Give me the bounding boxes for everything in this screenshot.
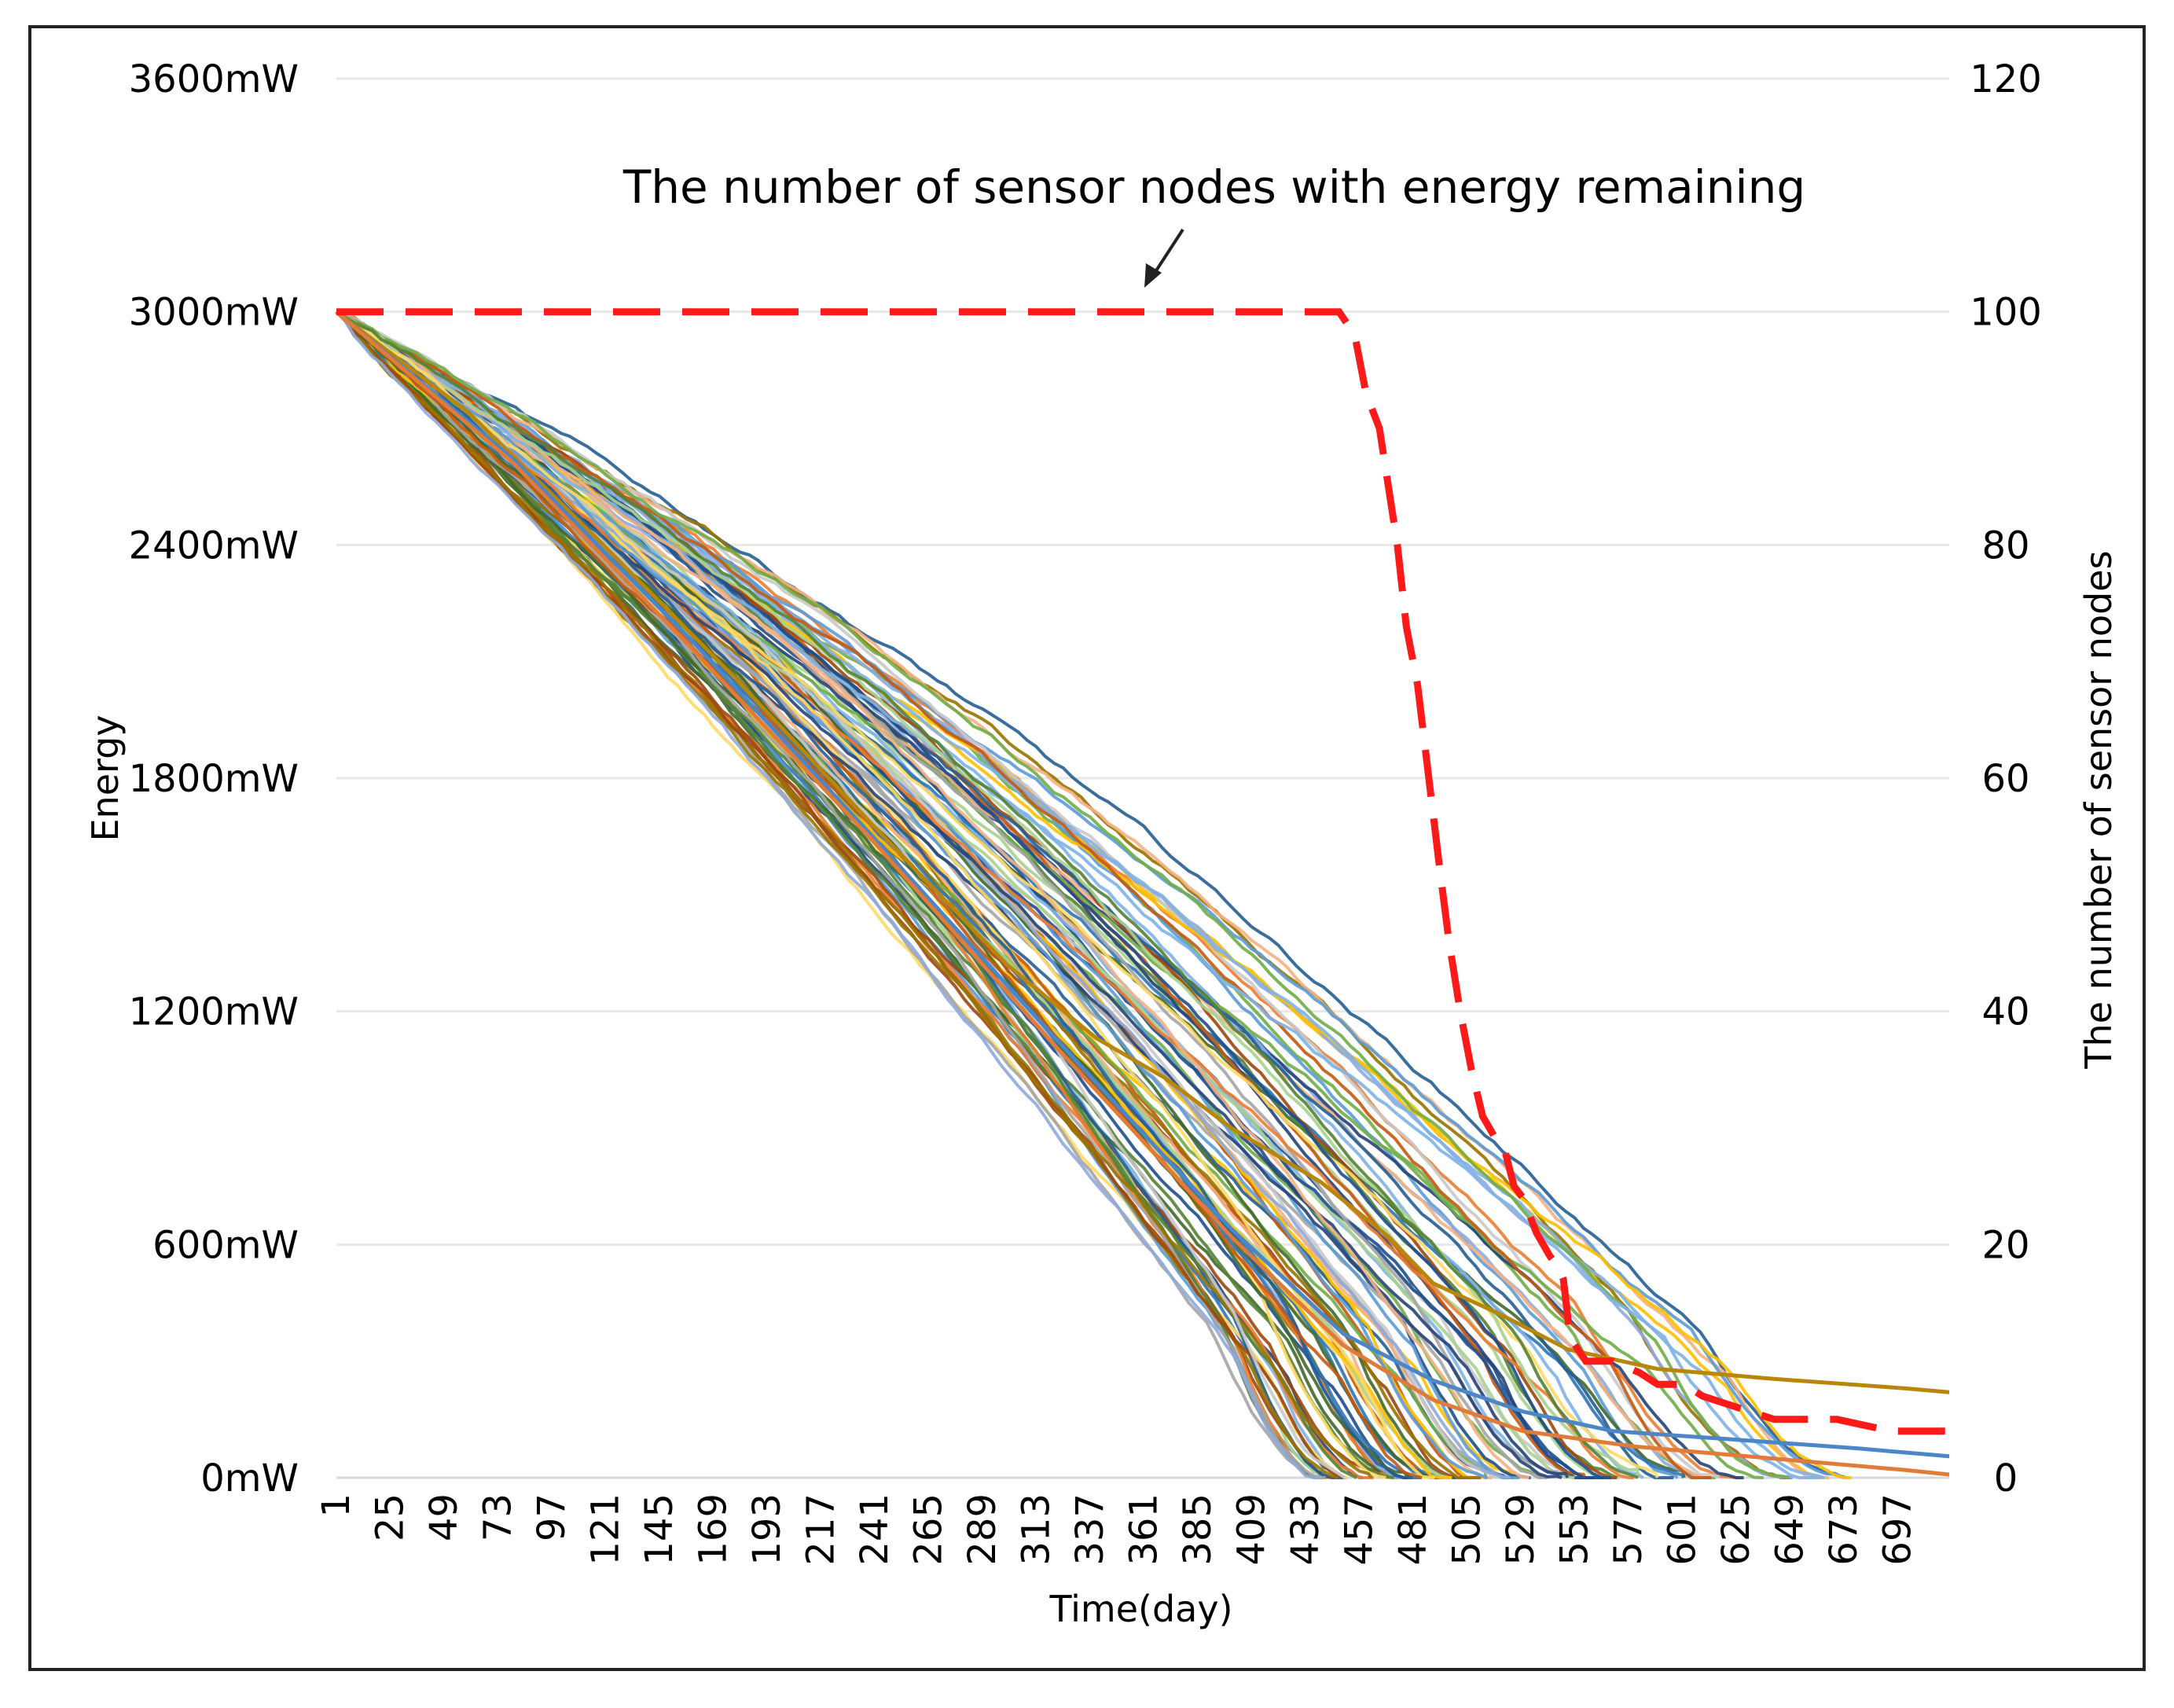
x-axis-ticks: 1 25 49 73 97 121 145 169 193 217 241 265 289 313 337 3… bbox=[314, 1493, 1919, 1566]
x-tick-label: 553 bbox=[1552, 1493, 1596, 1566]
x-tick-label: 49 bbox=[422, 1493, 466, 1541]
x-tick-label: 385 bbox=[1176, 1493, 1220, 1566]
energy-line-node-long-3 bbox=[335, 310, 1950, 1477]
energy-line bbox=[335, 310, 1489, 1479]
y-left-tick-label: 0mW bbox=[200, 1456, 299, 1500]
x-tick-label: 505 bbox=[1445, 1493, 1489, 1566]
x-tick-label: 625 bbox=[1714, 1493, 1758, 1566]
y-left-tick-label: 1200mW bbox=[129, 990, 299, 1034]
energy-line bbox=[335, 310, 1712, 1479]
x-tick-label: 73 bbox=[476, 1493, 520, 1541]
x-tick-label: 241 bbox=[853, 1493, 897, 1566]
energy-line bbox=[335, 310, 1825, 1479]
y-axis-right-title: The number of sensor nodes bbox=[2077, 550, 2120, 1069]
energy-line bbox=[335, 310, 1435, 1479]
energy-series-highlighted bbox=[335, 310, 1950, 1477]
energy-line-node-long-2 bbox=[335, 310, 1950, 1459]
energy-line bbox=[335, 310, 1530, 1479]
annotation-label: The number of sensor nodes with energy r… bbox=[622, 160, 1805, 214]
x-tick-label: 697 bbox=[1875, 1493, 1919, 1566]
energy-line bbox=[335, 310, 1640, 1479]
x-tick-label: 337 bbox=[1068, 1493, 1112, 1566]
y-axis-left-title: Energy bbox=[84, 714, 127, 841]
x-tick-label: 433 bbox=[1283, 1493, 1328, 1566]
y-right-tick-label: 40 bbox=[1981, 990, 2029, 1034]
y-axis-left-ticks: 0mW 600mW 1200mW 1800mW 2400mW 3000mW 3600mW bbox=[129, 57, 299, 1500]
energy-line bbox=[335, 310, 1764, 1479]
energy-line bbox=[335, 310, 1373, 1479]
x-tick-label: 481 bbox=[1391, 1493, 1435, 1566]
y-left-tick-label: 600mW bbox=[152, 1223, 299, 1267]
x-tick-label: 169 bbox=[691, 1493, 735, 1566]
y-left-tick-label: 2400mW bbox=[129, 523, 299, 567]
energy-line bbox=[335, 310, 1322, 1479]
x-tick-label: 145 bbox=[637, 1493, 681, 1566]
x-tick-label: 25 bbox=[368, 1493, 412, 1541]
x-tick-label: 193 bbox=[745, 1493, 789, 1566]
y-right-tick-label: 60 bbox=[1981, 757, 2029, 801]
y-left-tick-label: 3000mW bbox=[129, 291, 299, 335]
x-tick-label: 601 bbox=[1660, 1493, 1704, 1566]
x-tick-label: 457 bbox=[1337, 1493, 1381, 1566]
node-count-line bbox=[336, 308, 1949, 1435]
x-tick-label: 409 bbox=[1229, 1493, 1273, 1566]
y-right-tick-label: 120 bbox=[1970, 57, 2042, 101]
node-count-series bbox=[336, 308, 1949, 1435]
energy-line bbox=[335, 310, 1634, 1479]
energy-line-node-long-1 bbox=[335, 310, 1950, 1394]
x-tick-label: 217 bbox=[799, 1493, 843, 1566]
x-tick-label: 313 bbox=[1014, 1493, 1058, 1566]
x-tick-label: 577 bbox=[1607, 1493, 1651, 1566]
x-tick-label: 97 bbox=[530, 1493, 574, 1541]
annotation-arrowhead bbox=[1144, 263, 1162, 288]
y-right-tick-label: 80 bbox=[1981, 523, 2029, 567]
x-tick-label: 361 bbox=[1122, 1493, 1166, 1566]
x-tick-label: 1 bbox=[314, 1493, 358, 1518]
y-left-tick-label: 3600mW bbox=[129, 57, 299, 101]
energy-line bbox=[335, 310, 1720, 1478]
y-left-tick-label: 1800mW bbox=[129, 757, 299, 801]
y-right-tick-label: 20 bbox=[1981, 1223, 2029, 1267]
x-tick-label: 673 bbox=[1822, 1493, 1866, 1566]
energy-line bbox=[336, 310, 1845, 1479]
annotation-arrow bbox=[1151, 228, 1184, 278]
y-axis-right-ticks: 0 20 40 60 80 100 120 bbox=[1970, 57, 2042, 1500]
energy-line bbox=[335, 310, 1410, 1479]
x-axis-title: Time(day) bbox=[1048, 1588, 1232, 1630]
y-right-tick-label: 100 bbox=[1970, 291, 2042, 335]
x-tick-label: 529 bbox=[1499, 1493, 1543, 1566]
y-right-tick-label: 0 bbox=[1994, 1456, 2018, 1500]
x-tick-label: 649 bbox=[1768, 1493, 1812, 1566]
x-tick-label: 121 bbox=[583, 1493, 627, 1566]
x-tick-label: 289 bbox=[960, 1493, 1004, 1566]
x-tick-label: 265 bbox=[906, 1493, 950, 1566]
energy-line bbox=[335, 310, 1790, 1479]
